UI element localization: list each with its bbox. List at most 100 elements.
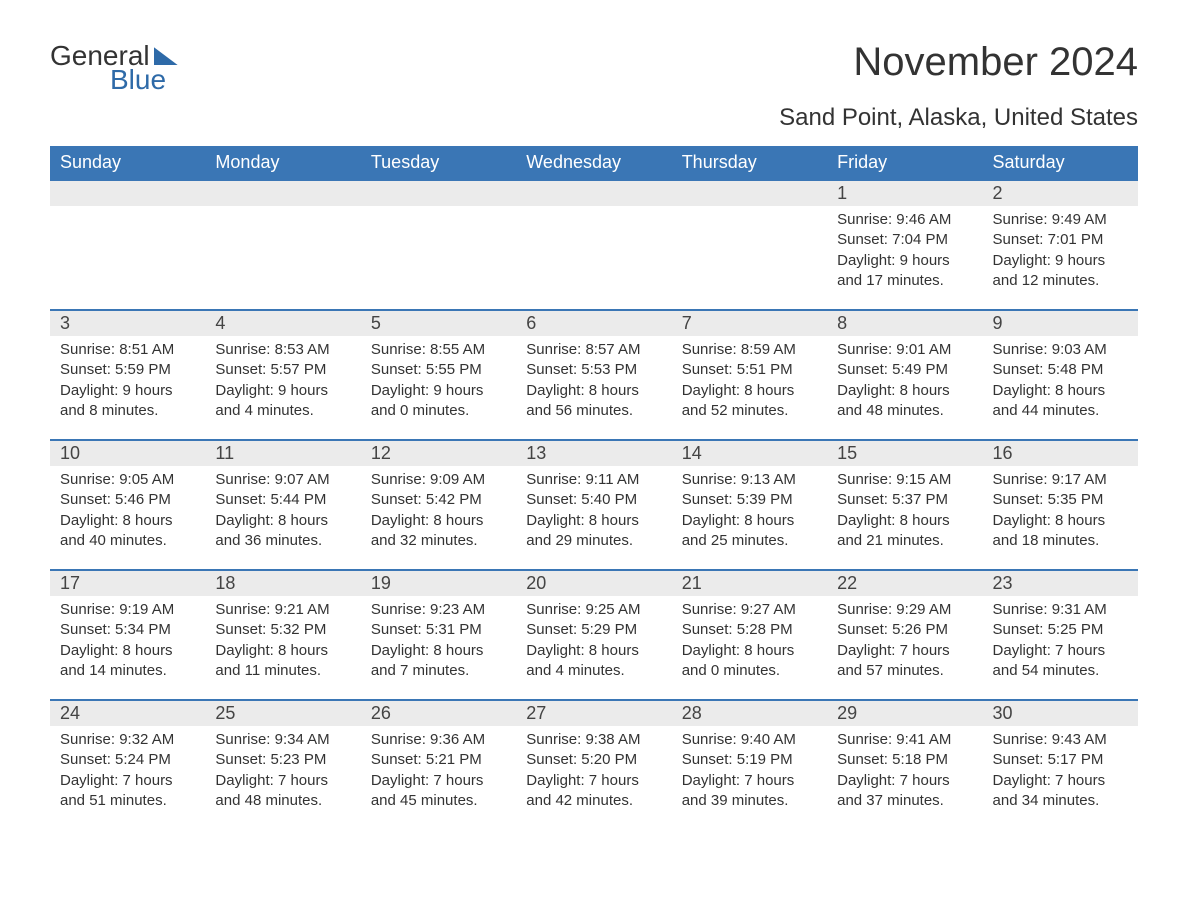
day-number: 4 (205, 311, 360, 336)
day-details: Sunrise: 9:01 AMSunset: 5:49 PMDaylight:… (827, 336, 982, 425)
calendar-day-cell: 1Sunrise: 9:46 AMSunset: 7:04 PMDaylight… (827, 181, 982, 309)
day-number: 29 (827, 701, 982, 726)
day-number: 5 (361, 311, 516, 336)
day-number: 3 (50, 311, 205, 336)
day-number: 15 (827, 441, 982, 466)
day-details: Sunrise: 9:23 AMSunset: 5:31 PMDaylight:… (361, 596, 516, 685)
logo-text-blue: Blue (110, 64, 166, 96)
day-number: 8 (827, 311, 982, 336)
day-details: Sunrise: 9:17 AMSunset: 5:35 PMDaylight:… (983, 466, 1138, 555)
calendar-header-row: SundayMondayTuesdayWednesdayThursdayFrid… (50, 146, 1138, 179)
weekday-header: Sunday (50, 146, 205, 179)
calendar-day-cell (205, 181, 360, 309)
day-details: Sunrise: 9:27 AMSunset: 5:28 PMDaylight:… (672, 596, 827, 685)
day-details: Sunrise: 9:46 AMSunset: 7:04 PMDaylight:… (827, 206, 982, 295)
day-details: Sunrise: 9:21 AMSunset: 5:32 PMDaylight:… (205, 596, 360, 685)
day-details: Sunrise: 9:09 AMSunset: 5:42 PMDaylight:… (361, 466, 516, 555)
day-details: Sunrise: 9:31 AMSunset: 5:25 PMDaylight:… (983, 596, 1138, 685)
day-details: Sunrise: 9:25 AMSunset: 5:29 PMDaylight:… (516, 596, 671, 685)
day-number (205, 181, 360, 206)
calendar-day-cell: 17Sunrise: 9:19 AMSunset: 5:34 PMDayligh… (50, 571, 205, 699)
calendar-day-cell: 18Sunrise: 9:21 AMSunset: 5:32 PMDayligh… (205, 571, 360, 699)
day-number: 1 (827, 181, 982, 206)
day-number: 11 (205, 441, 360, 466)
calendar-day-cell: 24Sunrise: 9:32 AMSunset: 5:24 PMDayligh… (50, 701, 205, 829)
calendar-day-cell: 6Sunrise: 8:57 AMSunset: 5:53 PMDaylight… (516, 311, 671, 439)
day-number: 28 (672, 701, 827, 726)
calendar-day-cell (50, 181, 205, 309)
day-number: 21 (672, 571, 827, 596)
calendar-day-cell: 20Sunrise: 9:25 AMSunset: 5:29 PMDayligh… (516, 571, 671, 699)
calendar-day-cell: 12Sunrise: 9:09 AMSunset: 5:42 PMDayligh… (361, 441, 516, 569)
calendar-day-cell: 15Sunrise: 9:15 AMSunset: 5:37 PMDayligh… (827, 441, 982, 569)
day-details: Sunrise: 9:41 AMSunset: 5:18 PMDaylight:… (827, 726, 982, 815)
calendar-week-row: 24Sunrise: 9:32 AMSunset: 5:24 PMDayligh… (50, 699, 1138, 829)
calendar-day-cell: 9Sunrise: 9:03 AMSunset: 5:48 PMDaylight… (983, 311, 1138, 439)
logo: General Blue (50, 40, 178, 96)
day-number (50, 181, 205, 206)
weekday-header: Monday (205, 146, 360, 179)
day-number: 7 (672, 311, 827, 336)
day-number: 25 (205, 701, 360, 726)
calendar-week-row: 10Sunrise: 9:05 AMSunset: 5:46 PMDayligh… (50, 439, 1138, 569)
day-details: Sunrise: 9:38 AMSunset: 5:20 PMDaylight:… (516, 726, 671, 815)
calendar-day-cell: 27Sunrise: 9:38 AMSunset: 5:20 PMDayligh… (516, 701, 671, 829)
day-number (516, 181, 671, 206)
day-number: 27 (516, 701, 671, 726)
day-details: Sunrise: 8:59 AMSunset: 5:51 PMDaylight:… (672, 336, 827, 425)
day-number: 22 (827, 571, 982, 596)
calendar-day-cell: 19Sunrise: 9:23 AMSunset: 5:31 PMDayligh… (361, 571, 516, 699)
day-details: Sunrise: 8:53 AMSunset: 5:57 PMDaylight:… (205, 336, 360, 425)
day-number: 10 (50, 441, 205, 466)
day-number: 9 (983, 311, 1138, 336)
calendar-day-cell (361, 181, 516, 309)
day-number: 19 (361, 571, 516, 596)
calendar-day-cell: 3Sunrise: 8:51 AMSunset: 5:59 PMDaylight… (50, 311, 205, 439)
day-details: Sunrise: 9:32 AMSunset: 5:24 PMDaylight:… (50, 726, 205, 815)
calendar-day-cell: 13Sunrise: 9:11 AMSunset: 5:40 PMDayligh… (516, 441, 671, 569)
day-number (672, 181, 827, 206)
calendar-day-cell: 2Sunrise: 9:49 AMSunset: 7:01 PMDaylight… (983, 181, 1138, 309)
location-subtitle: Sand Point, Alaska, United States (50, 104, 1138, 132)
day-number: 14 (672, 441, 827, 466)
day-details: Sunrise: 9:36 AMSunset: 5:21 PMDaylight:… (361, 726, 516, 815)
calendar-day-cell: 4Sunrise: 8:53 AMSunset: 5:57 PMDaylight… (205, 311, 360, 439)
day-details: Sunrise: 9:11 AMSunset: 5:40 PMDaylight:… (516, 466, 671, 555)
day-details: Sunrise: 8:57 AMSunset: 5:53 PMDaylight:… (516, 336, 671, 425)
calendar-week-row: 17Sunrise: 9:19 AMSunset: 5:34 PMDayligh… (50, 569, 1138, 699)
day-number: 18 (205, 571, 360, 596)
calendar-day-cell: 30Sunrise: 9:43 AMSunset: 5:17 PMDayligh… (983, 701, 1138, 829)
day-details: Sunrise: 9:13 AMSunset: 5:39 PMDaylight:… (672, 466, 827, 555)
day-details: Sunrise: 9:05 AMSunset: 5:46 PMDaylight:… (50, 466, 205, 555)
day-details: Sunrise: 8:55 AMSunset: 5:55 PMDaylight:… (361, 336, 516, 425)
calendar-day-cell: 14Sunrise: 9:13 AMSunset: 5:39 PMDayligh… (672, 441, 827, 569)
day-details: Sunrise: 9:19 AMSunset: 5:34 PMDaylight:… (50, 596, 205, 685)
calendar-day-cell: 5Sunrise: 8:55 AMSunset: 5:55 PMDaylight… (361, 311, 516, 439)
day-details: Sunrise: 9:29 AMSunset: 5:26 PMDaylight:… (827, 596, 982, 685)
day-details: Sunrise: 9:15 AMSunset: 5:37 PMDaylight:… (827, 466, 982, 555)
day-number: 26 (361, 701, 516, 726)
day-number: 17 (50, 571, 205, 596)
calendar-body: 1Sunrise: 9:46 AMSunset: 7:04 PMDaylight… (50, 179, 1138, 829)
calendar-day-cell: 8Sunrise: 9:01 AMSunset: 5:49 PMDaylight… (827, 311, 982, 439)
day-number: 2 (983, 181, 1138, 206)
day-number: 20 (516, 571, 671, 596)
day-number: 24 (50, 701, 205, 726)
weekday-header: Friday (827, 146, 982, 179)
calendar-day-cell: 7Sunrise: 8:59 AMSunset: 5:51 PMDaylight… (672, 311, 827, 439)
weekday-header: Thursday (672, 146, 827, 179)
calendar-week-row: 1Sunrise: 9:46 AMSunset: 7:04 PMDaylight… (50, 179, 1138, 309)
calendar-day-cell: 16Sunrise: 9:17 AMSunset: 5:35 PMDayligh… (983, 441, 1138, 569)
calendar-day-cell: 22Sunrise: 9:29 AMSunset: 5:26 PMDayligh… (827, 571, 982, 699)
calendar-day-cell: 28Sunrise: 9:40 AMSunset: 5:19 PMDayligh… (672, 701, 827, 829)
day-number: 6 (516, 311, 671, 336)
day-details: Sunrise: 9:49 AMSunset: 7:01 PMDaylight:… (983, 206, 1138, 295)
logo-triangle-icon (154, 47, 178, 65)
calendar-day-cell: 21Sunrise: 9:27 AMSunset: 5:28 PMDayligh… (672, 571, 827, 699)
calendar-day-cell: 11Sunrise: 9:07 AMSunset: 5:44 PMDayligh… (205, 441, 360, 569)
calendar-day-cell: 23Sunrise: 9:31 AMSunset: 5:25 PMDayligh… (983, 571, 1138, 699)
day-number: 23 (983, 571, 1138, 596)
calendar-day-cell: 29Sunrise: 9:41 AMSunset: 5:18 PMDayligh… (827, 701, 982, 829)
day-number: 30 (983, 701, 1138, 726)
day-details: Sunrise: 9:34 AMSunset: 5:23 PMDaylight:… (205, 726, 360, 815)
